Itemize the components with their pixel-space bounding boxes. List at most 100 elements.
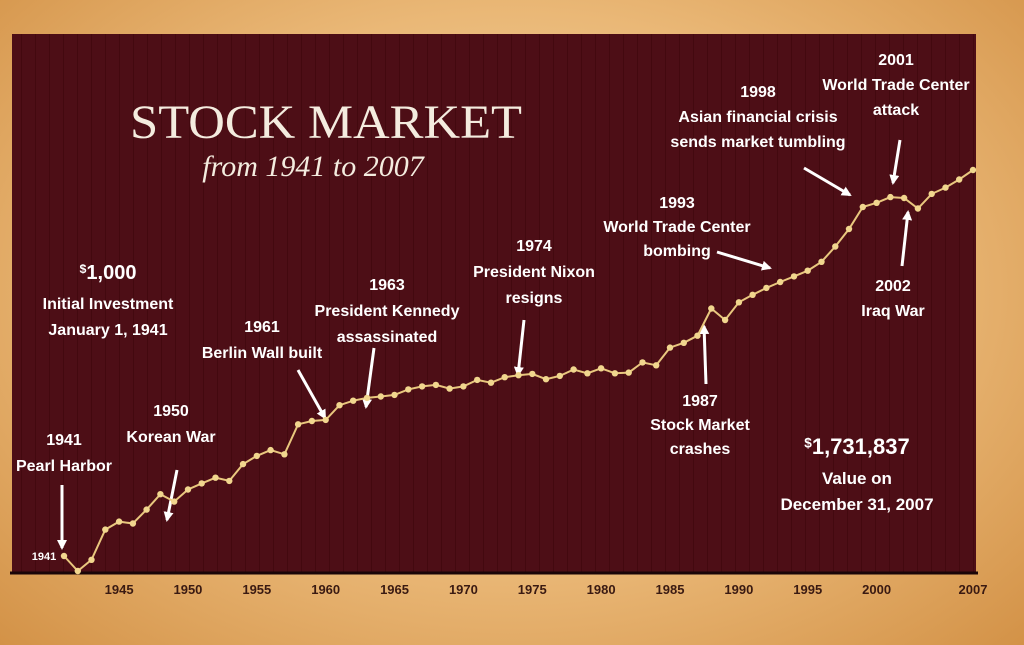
initial_investment-amount: $1,000 [80, 262, 137, 284]
annotation-line: 1987 [682, 393, 718, 410]
annotation-line: 2001 [878, 52, 914, 69]
data-point [143, 506, 150, 513]
data-point [226, 477, 233, 485]
annotation-line: Asian financial crisis [678, 109, 837, 126]
data-point [763, 284, 770, 292]
data-point [129, 520, 137, 527]
data-point [625, 369, 632, 376]
annotation-line: 1993 [659, 195, 695, 212]
data-point [900, 194, 908, 202]
x-tick-label: 1950 [173, 582, 202, 597]
data-point [184, 486, 192, 493]
annotation-arrow [513, 319, 526, 377]
data-point [487, 379, 495, 386]
annotation-arrow [803, 166, 852, 197]
series-points [60, 166, 977, 575]
annotation-label: 2002 Iraq War [861, 278, 924, 320]
annotation-label: 1998 Asian financial crisis sends market t… [670, 84, 845, 151]
annotation-line: Korean War [126, 429, 215, 446]
annotation-line: sends market tumbling [670, 134, 845, 151]
annotation-line: 1998 [740, 84, 776, 101]
data-point [102, 526, 109, 533]
data-point [391, 391, 398, 399]
annotation-line: Iraq War [861, 303, 924, 320]
data-point [336, 402, 343, 409]
annotation-label: 1961 Berlin Wall built [202, 319, 323, 362]
data-point [350, 397, 357, 404]
annotation-label: 1974 President Nixon resigns [473, 238, 595, 307]
data-point [942, 184, 949, 191]
data-point [322, 416, 329, 424]
annotation-line: 1941 [46, 432, 82, 449]
annotation-line: World Trade Center [822, 77, 969, 94]
data-point [956, 176, 963, 183]
annotation-label: 1987 Stock Market crashes [650, 393, 750, 458]
annotation-arrow [296, 369, 327, 420]
data-point [969, 166, 977, 174]
dollar-sign: $ [804, 435, 812, 450]
final_value-label-line: December 31, 2007 [780, 495, 933, 514]
data-point [294, 421, 302, 428]
data-point [777, 278, 784, 286]
data-point [859, 203, 866, 211]
data-point [914, 205, 922, 212]
annotation-line: World Trade Center [603, 219, 750, 236]
data-point [460, 383, 467, 390]
x-tick-label: 2007 [959, 582, 988, 597]
data-point [708, 305, 715, 312]
dollar-sign: $ [80, 262, 87, 276]
data-point [873, 199, 880, 206]
data-point [680, 339, 687, 346]
annotation-line: 2002 [875, 278, 911, 295]
data-point [804, 267, 811, 274]
final_value-label-line: Value on [822, 469, 892, 488]
data-point [928, 190, 935, 198]
annotation-arrow [163, 469, 179, 522]
x-tick-label: 1965 [380, 582, 409, 597]
annotation-label: 1941 Pearl Harbor [16, 432, 112, 475]
annotation-line: 1961 [244, 319, 280, 336]
data-point [171, 498, 178, 505]
data-point [74, 567, 82, 575]
data-point [212, 474, 219, 481]
data-point [308, 417, 316, 425]
x-tick-label: 1975 [518, 582, 547, 597]
initial_investment-amount-value: 1,000 [86, 262, 136, 284]
data-point [542, 376, 550, 383]
data-point [198, 480, 205, 487]
data-point [474, 376, 481, 384]
x-tick-label: 1970 [449, 582, 478, 597]
data-point [584, 370, 591, 377]
x-tick-label: 1995 [793, 582, 822, 597]
annotation-arrows [57, 139, 913, 550]
data-point [281, 451, 288, 458]
x-tick-label: 1990 [724, 582, 753, 597]
final_value-amount-value: 1,731,837 [812, 434, 910, 459]
annotation-arrow [889, 139, 902, 185]
annotation-label: 1950 Korean War [126, 403, 215, 446]
data-point [570, 366, 577, 373]
annotation-line: 1950 [153, 403, 189, 420]
data-point [446, 385, 453, 392]
initial_investment-label-line: Initial Investment [43, 296, 174, 313]
x-tick-label: 1960 [311, 582, 340, 597]
data-point [749, 291, 756, 298]
data-point [515, 372, 522, 379]
data-point [501, 374, 508, 381]
data-point [556, 372, 563, 380]
data-point [832, 243, 839, 250]
data-point [115, 518, 123, 525]
data-point [818, 258, 825, 265]
x-tick-label: 1980 [587, 582, 616, 597]
data-point [845, 225, 853, 233]
annotations: 1941 Pearl Harbor 1950 Korean War 1961 Berlin… [16, 52, 970, 475]
data-point [611, 370, 619, 377]
x-tick-label: 1955 [242, 582, 271, 597]
data-point [639, 359, 646, 366]
annotation-label: 1963 President Kennedy assassinated [315, 277, 460, 346]
x-tick-label: 1945 [105, 582, 134, 597]
start-year-label: 1941 [32, 551, 56, 563]
annotation-arrow [699, 324, 710, 385]
final_value-label: Value on December 31, 2007 [780, 469, 933, 514]
